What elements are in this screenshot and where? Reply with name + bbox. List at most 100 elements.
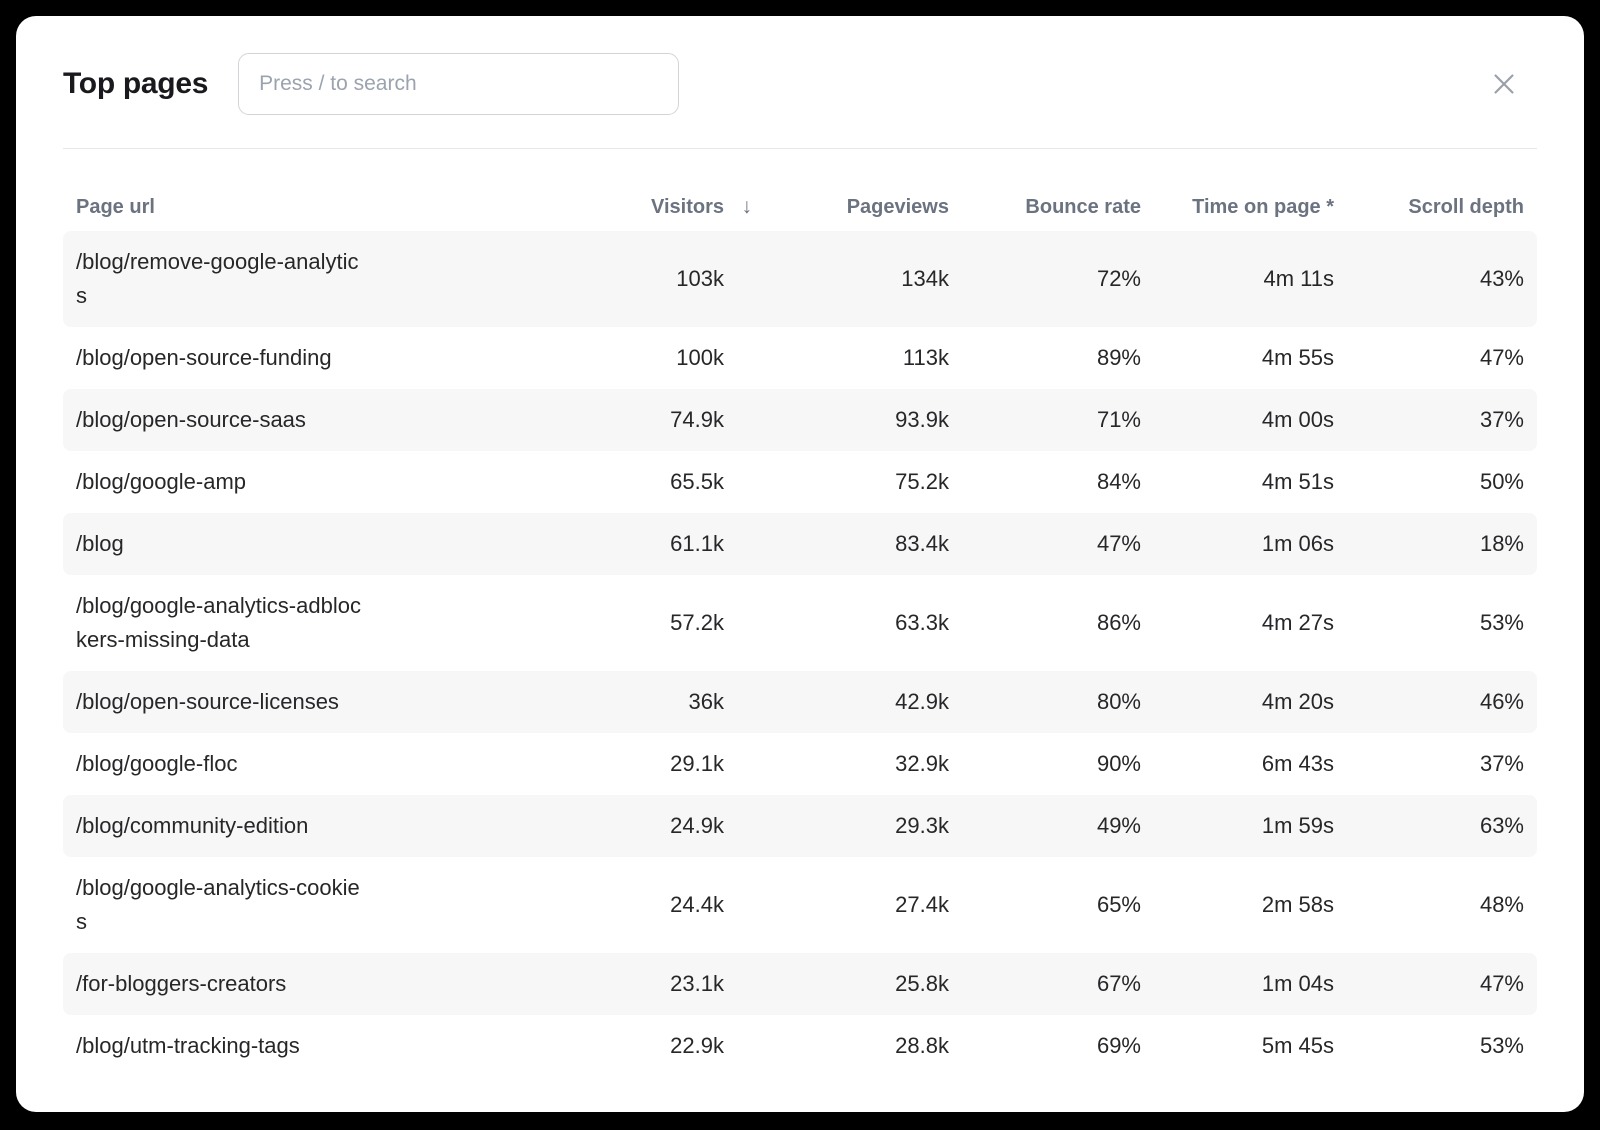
cell-scroll-depth: 47% — [1479, 345, 1524, 370]
table-row: /for-bloggers-creators 23.1k 25.8k 67% 1… — [63, 953, 1537, 1015]
cell-pageviews: 32.9k — [895, 751, 949, 776]
table-body: /blog/remove-google-analytics 103k 134k … — [63, 231, 1537, 1077]
modal-title: Top pages — [63, 67, 209, 100]
cell-visitors: 22.9k — [670, 1033, 724, 1058]
table-row: /blog/google-analytics-adblockers-missin… — [63, 575, 1537, 671]
cell-scroll-depth: 43% — [1479, 266, 1524, 291]
top-pages-table: Page url Visitors ↓ Pageviews Bounce rat… — [63, 149, 1537, 1077]
modal-header: Top pages — [63, 53, 1537, 115]
cell-bounce-rate: 47% — [1096, 531, 1141, 556]
cell-page-url[interactable]: /blog/google-floc — [76, 751, 238, 776]
table-row: /blog/google-amp 65.5k 75.2k 84% 4m 51s … — [63, 451, 1537, 513]
cell-page-url[interactable]: /blog — [76, 531, 124, 556]
cell-scroll-depth: 50% — [1479, 469, 1524, 494]
column-header-page-url: Page url — [76, 196, 155, 218]
cell-bounce-rate: 67% — [1096, 971, 1141, 996]
cell-page-url[interactable]: /blog/open-source-licenses — [76, 689, 339, 714]
close-button[interactable] — [1486, 66, 1522, 102]
cell-scroll-depth: 53% — [1479, 1033, 1524, 1058]
cell-pageviews: 134k — [901, 266, 949, 291]
search-input[interactable] — [238, 53, 680, 115]
cell-pageviews: 27.4k — [895, 892, 949, 917]
cell-pageviews: 29.3k — [895, 813, 949, 838]
cell-pageviews: 25.8k — [895, 971, 949, 996]
cell-page-url[interactable]: /blog/google-analytics-cookies — [76, 875, 360, 934]
cell-time-on-page: 4m 55s — [1261, 345, 1334, 370]
cell-time-on-page: 5m 45s — [1261, 1033, 1334, 1058]
cell-pageviews: 113k — [902, 345, 949, 370]
table-row: /blog/remove-google-analytics 103k 134k … — [63, 231, 1537, 327]
column-header-bounce-rate[interactable]: Bounce rate — [1025, 196, 1141, 218]
column-header-visitors[interactable]: Visitors ↓ — [364, 195, 752, 219]
cell-time-on-page: 4m 27s — [1261, 610, 1334, 635]
cell-scroll-depth: 53% — [1479, 610, 1524, 635]
table-row: /blog/open-source-saas 74.9k 93.9k 71% 4… — [63, 389, 1537, 451]
cell-scroll-depth: 63% — [1479, 813, 1524, 838]
cell-bounce-rate: 65% — [1096, 892, 1141, 917]
cell-time-on-page: 1m 59s — [1261, 813, 1334, 838]
cell-time-on-page: 1m 06s — [1261, 531, 1334, 556]
cell-bounce-rate: 49% — [1096, 813, 1141, 838]
cell-visitors: 23.1k — [670, 971, 724, 996]
cell-pageviews: 83.4k — [895, 531, 949, 556]
column-header-visitors-label: Visitors — [651, 196, 724, 218]
cell-time-on-page: 2m 58s — [1261, 892, 1334, 917]
column-header-scroll-depth[interactable]: Scroll depth — [1408, 196, 1524, 218]
column-header-pageviews[interactable]: Pageviews — [846, 196, 949, 218]
cell-visitors: 24.4k — [670, 892, 724, 917]
table-row: /blog/google-analytics-cookies 24.4k 27.… — [63, 857, 1537, 953]
cell-scroll-depth: 18% — [1479, 531, 1524, 556]
cell-visitors: 36k — [688, 689, 724, 714]
column-header-time-on-page[interactable]: Time on page * — [1192, 196, 1334, 218]
cell-scroll-depth: 46% — [1479, 689, 1524, 714]
cell-page-url[interactable]: /blog/google-amp — [76, 469, 247, 494]
table-row: /blog 61.1k 83.4k 47% 1m 06s 18% — [63, 513, 1537, 575]
table-row: /blog/google-floc 29.1k 32.9k 90% 6m 43s… — [63, 733, 1537, 795]
table-row: /blog/utm-tracking-tags 22.9k 28.8k 69% … — [63, 1015, 1537, 1077]
cell-time-on-page: 4m 51s — [1261, 469, 1334, 494]
cell-visitors: 103k — [676, 266, 724, 291]
cell-time-on-page: 6m 43s — [1261, 751, 1334, 776]
cell-bounce-rate: 80% — [1096, 689, 1141, 714]
cell-pageviews: 28.8k — [895, 1033, 949, 1058]
cell-bounce-rate: 69% — [1096, 1033, 1141, 1058]
cell-bounce-rate: 84% — [1096, 469, 1141, 494]
cell-bounce-rate: 90% — [1096, 751, 1141, 776]
cell-page-url[interactable]: /blog/community-edition — [76, 813, 309, 838]
cell-scroll-depth: 48% — [1479, 892, 1524, 917]
cell-page-url[interactable]: /for-bloggers-creators — [76, 971, 287, 996]
cell-time-on-page: 4m 20s — [1261, 689, 1334, 714]
cell-scroll-depth: 47% — [1479, 971, 1524, 996]
cell-page-url[interactable]: /blog/open-source-saas — [76, 407, 306, 432]
cell-time-on-page: 4m 11s — [1263, 266, 1334, 291]
cell-pageviews: 63.3k — [895, 610, 949, 635]
sort-desc-icon: ↓ — [741, 195, 753, 218]
cell-scroll-depth: 37% — [1479, 751, 1524, 776]
cell-pageviews: 75.2k — [895, 469, 949, 494]
table-row: /blog/open-source-funding 100k 113k 89% … — [63, 327, 1537, 389]
cell-time-on-page: 4m 00s — [1261, 407, 1334, 432]
cell-page-url[interactable]: /blog/open-source-funding — [76, 345, 332, 370]
cell-page-url[interactable]: /blog/google-analytics-adblockers-missin… — [76, 593, 361, 652]
cell-visitors: 29.1k — [670, 751, 724, 776]
table-row: /blog/open-source-licenses 36k 42.9k 80%… — [63, 671, 1537, 733]
table-row: /blog/community-edition 24.9k 29.3k 49% … — [63, 795, 1537, 857]
header-divider — [63, 148, 1537, 149]
cell-page-url[interactable]: /blog/remove-google-analytics — [76, 249, 359, 308]
cell-pageviews: 93.9k — [895, 407, 949, 432]
cell-scroll-depth: 37% — [1479, 407, 1524, 432]
close-icon — [1494, 74, 1514, 94]
cell-bounce-rate: 72% — [1096, 266, 1141, 291]
cell-visitors: 61.1k — [670, 531, 724, 556]
top-pages-modal: Top pages Page url Visitors ↓ Pageviews … — [16, 16, 1584, 1112]
cell-time-on-page: 1m 04s — [1261, 971, 1334, 996]
cell-visitors: 74.9k — [670, 407, 724, 432]
cell-bounce-rate: 86% — [1096, 610, 1141, 635]
cell-visitors: 57.2k — [670, 610, 724, 635]
cell-page-url[interactable]: /blog/utm-tracking-tags — [76, 1033, 300, 1058]
cell-bounce-rate: 89% — [1096, 345, 1141, 370]
table-header-row: Page url Visitors ↓ Pageviews Bounce rat… — [63, 149, 1537, 231]
cell-pageviews: 42.9k — [895, 689, 949, 714]
cell-visitors: 24.9k — [670, 813, 724, 838]
cell-visitors: 100k — [676, 345, 724, 370]
